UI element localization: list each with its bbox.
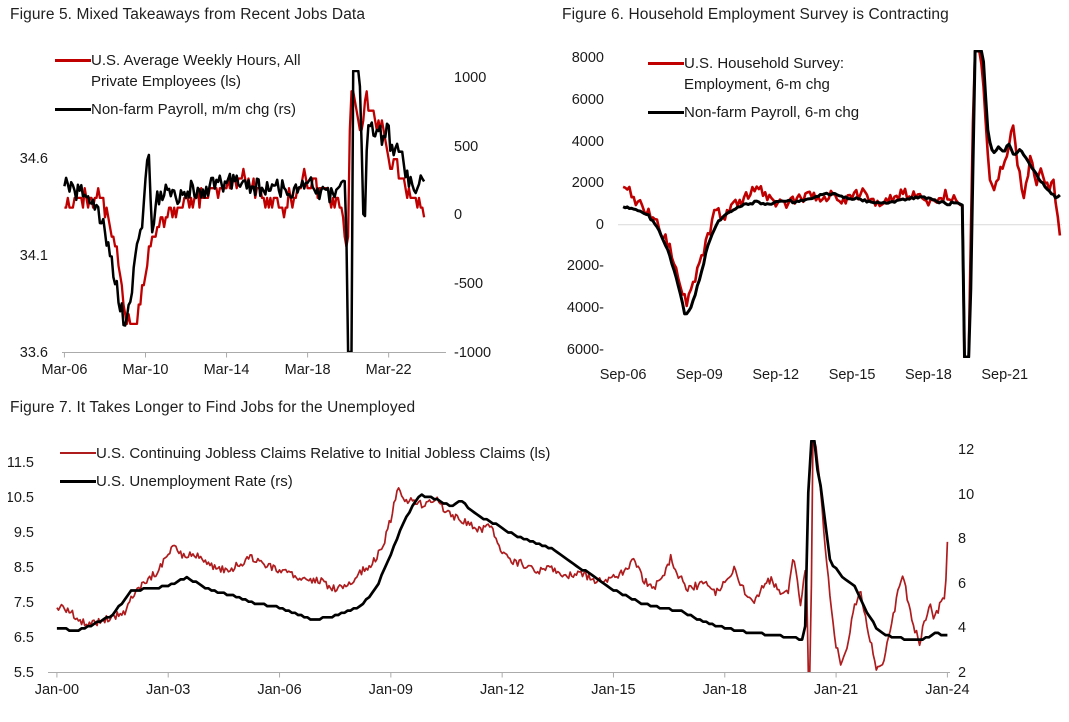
fig6-left-axis-label: -4000 <box>566 300 604 317</box>
fig7-x-tick-label: Jan-09 <box>368 682 413 698</box>
fig5-x-tick-label: Mar-18 <box>284 362 331 378</box>
fig5-left-axis-label: 34.6 <box>19 151 48 168</box>
fig7-left-axis-label: 6.5 <box>13 630 34 646</box>
legend-label: U.S. Household Survey: Employment, 6-m ch… <box>684 53 844 95</box>
fig5-x-tick-label: Mar-14 <box>203 362 250 378</box>
legend-line-swatch <box>55 108 91 111</box>
fig5-x-tick-label: Mar-06 <box>41 362 88 378</box>
fig7-left-axis-label: 10.5 <box>8 490 34 507</box>
fig5-left-axis-label: 34.1 <box>19 248 48 265</box>
legend-label: U.S. Average Weekly Hours, All Private Em… <box>91 50 301 92</box>
fig5-right-axis-label: 1000 <box>454 69 487 86</box>
fig7-legend-item: U.S. Continuing Jobless Claims Relative … <box>60 443 550 464</box>
fig5-x-tick-label: Mar-10 <box>122 362 169 378</box>
fig7-right-axis-label: 12 <box>958 442 975 459</box>
fig7-right-axis-label: 8 <box>958 531 967 548</box>
fig6-left-axis-label: 2000 <box>571 175 604 192</box>
legend-label-line: Non-farm Payroll, 6-m chg <box>684 104 860 121</box>
fig5-right-axis-label: -1000 <box>454 345 492 361</box>
legend-label-line: Employment, 6-m chg <box>684 76 830 93</box>
fig7-x-tick-label: Jan-12 <box>479 682 525 698</box>
fig6-x-tick-label: Sep-15 <box>828 367 876 383</box>
fig7-series-1-line <box>56 440 948 641</box>
fig6-x-tick-label: Sep-18 <box>905 367 952 383</box>
fig7-plot-area <box>48 440 950 678</box>
legend-line-swatch <box>60 480 96 483</box>
legend-label-line: Private Employees (ls) <box>91 73 242 90</box>
legend-line-swatch <box>55 59 91 62</box>
fig6-left-axis-label: -6000 <box>566 341 604 358</box>
legend-label-line: U.S. Continuing Jobless Claims Relative … <box>96 445 551 462</box>
fig5-legend-item: U.S. Average Weekly Hours, All Private Em… <box>55 50 301 92</box>
legend-line-swatch <box>648 111 684 114</box>
fig6-left-axis-label: 8000 <box>571 50 604 67</box>
legend-label: U.S. Continuing Jobless Claims Relative … <box>96 443 550 464</box>
fig7-right-axis-label: 2 <box>958 665 967 681</box>
fig6-x-tick-label: Sep-09 <box>676 367 723 383</box>
fig7-x-tick-label: Jan-03 <box>146 682 191 698</box>
fig7-left-axis-label: 9.5 <box>13 525 34 542</box>
fig6-x-tick-label: Sep-06 <box>599 367 647 383</box>
fig7-x-tick-label: Jan-06 <box>257 682 302 698</box>
fig5-legend-item: Non-farm Payroll, m/m chg (rs) <box>55 99 301 120</box>
fig7-x-tick-label: Jan-00 <box>34 682 80 698</box>
fig5-series-0-line <box>64 90 426 326</box>
legend-line-swatch <box>60 452 96 454</box>
figure7-title: Figure 7. It Takes Longer to Find Jobs f… <box>10 399 416 416</box>
fig6-left-axis-label: 4000 <box>571 133 604 150</box>
legend-label: Non-farm Payroll, 6-m chg <box>684 102 859 123</box>
fig7-right-axis-label: 4 <box>958 620 967 637</box>
fig7-legend-item: U.S. Unemployment Rate (rs) <box>60 471 550 492</box>
legend-line-swatch <box>648 62 684 65</box>
figure5-title: Figure 5. Mixed Takeaways from Recent Jo… <box>10 6 366 23</box>
fig6-x-tick-label: Sep-12 <box>752 367 800 383</box>
fig7-x-tick-label: Jan-15 <box>591 682 636 698</box>
fig6-plot-area <box>618 50 1062 358</box>
fig6-left-axis-label: 6000 <box>571 91 604 108</box>
fig5-right-axis-label: 500 <box>454 138 479 155</box>
fig6-series-1-line <box>622 50 1061 358</box>
fig7-right-axis-label: 10 <box>958 486 975 503</box>
legend-label-line: U.S. Household Survey: <box>684 55 845 72</box>
legend-label-line: U.S. Average Weekly Hours, All <box>91 52 301 69</box>
fig5-right-axis-label: -500 <box>454 276 484 293</box>
fig6-left-axis-label: 0 <box>595 216 604 233</box>
fig7-left-axis-label: 7.5 <box>13 595 34 612</box>
fig5-left-axis-label: 33.6 <box>19 345 48 361</box>
legend-label: Non-farm Payroll, m/m chg (rs) <box>91 99 296 120</box>
fig5-legend: U.S. Average Weekly Hours, All Private Em… <box>55 50 301 127</box>
fig6-left-axis-label: -2000 <box>566 258 604 275</box>
fig6-x-tick-label: Sep-21 <box>981 367 1029 383</box>
fig5-series-1-line <box>63 70 426 353</box>
figure6-title: Figure 6. Household Employment Survey is… <box>562 6 949 23</box>
legend-label: U.S. Unemployment Rate (rs) <box>96 471 293 492</box>
fig5-x-tick-label: Mar-22 <box>365 362 412 378</box>
fig7-right-axis-label: 6 <box>958 575 967 592</box>
fig5-right-axis-label: 0 <box>454 207 463 224</box>
fig7-series-0-line <box>56 440 949 673</box>
fig6-legend-item: U.S. Household Survey: Employment, 6-m ch… <box>648 53 859 95</box>
fig7-left-axis-label: 5.5 <box>13 665 34 681</box>
fig5-plot-area <box>62 70 446 358</box>
fig7-left-axis-label: 11.5 <box>8 455 34 472</box>
fig7-x-tick-label: Jan-18 <box>702 682 747 698</box>
fig6-legend: U.S. Household Survey: Employment, 6-m ch… <box>648 53 859 130</box>
fig7-legend: U.S. Continuing Jobless Claims Relative … <box>60 443 550 499</box>
fig7-x-tick-label: Jan-21 <box>813 682 859 698</box>
legend-label-line: U.S. Unemployment Rate (rs) <box>96 473 293 490</box>
fig6-legend-item: Non-farm Payroll, 6-m chg <box>648 102 859 123</box>
fig7-left-axis-label: 8.5 <box>13 560 34 577</box>
legend-label-line: Non-farm Payroll, m/m chg (rs) <box>91 101 297 118</box>
fig6-series-0-line <box>622 50 1062 358</box>
fig7-x-tick-label: Jan-24 <box>925 682 970 698</box>
